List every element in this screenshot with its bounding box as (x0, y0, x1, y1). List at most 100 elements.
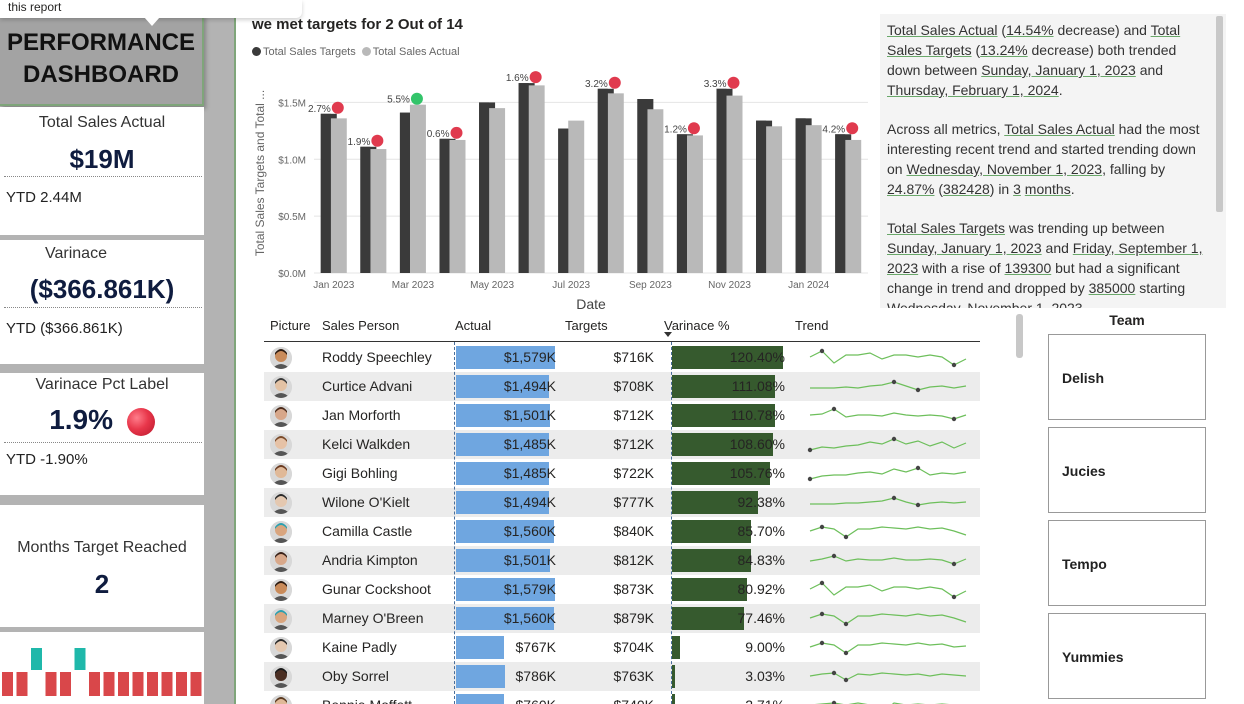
table-row[interactable]: Gunar Cockshoot $1,579K $873K 80.92% (264, 575, 980, 604)
table-row[interactable]: Curtice Advani $1,494K $708K 111.08% (264, 372, 980, 401)
data-label: 3.3% (704, 79, 727, 90)
data-label: 0.6% (427, 129, 450, 140)
target-value: $740K (614, 697, 654, 704)
trend-sparkline (809, 640, 967, 656)
bar-actual[interactable] (726, 95, 743, 273)
variance-pct-value: 80.92% (737, 581, 785, 597)
table-row[interactable]: Camilla Castle $1,560K $840K 85.70% (264, 517, 980, 546)
trend-sparkline (807, 436, 967, 453)
column-header-targets[interactable]: Targets (565, 318, 608, 333)
actual-value: $1,560K (503, 610, 556, 626)
bar-actual[interactable] (449, 139, 466, 273)
variance-data-bar (672, 694, 675, 704)
table-row[interactable]: Roddy Speechley $1,579K $716K 120.40% (264, 343, 980, 372)
column-header-variance-pct[interactable]: Varinace % (664, 318, 730, 333)
avatar-icon (270, 666, 292, 688)
kpi-card-total-sales[interactable]: Total Sales Actual $19M YTD 2.44M (0, 107, 204, 235)
x-axis-title: Date (576, 296, 606, 312)
tooltip-pointer (144, 17, 160, 26)
sales-person-name: Jan Morforth (322, 407, 401, 423)
column-header-actual[interactable]: Actual (455, 318, 492, 333)
sparkline-path (809, 408, 967, 420)
table-row[interactable]: Marney O'Breen $1,560K $879K 77.46% (264, 604, 980, 633)
data-label: 1.9% (348, 137, 371, 148)
sparkline-marker (915, 465, 921, 471)
sparkline-marker (831, 700, 837, 704)
bar-actual[interactable] (607, 93, 624, 274)
team-slicer-title: Team (1109, 312, 1145, 328)
x-tick-label: Jul 2023 (552, 280, 590, 291)
sparkline-marker (891, 379, 897, 385)
smart-narrative-panel[interactable]: Total Sales Actual (14.54% decrease) and… (880, 14, 1226, 308)
variance-pct-value: 110.78% (730, 407, 785, 423)
table-row[interactable]: Oby Sorrel $786K $763K 3.03% (264, 662, 980, 691)
kpi-card-months-reached[interactable]: Months Target Reached 2 (0, 505, 204, 627)
actual-data-bar (456, 549, 550, 572)
team-option-delish[interactable]: Delish (1048, 334, 1206, 420)
bar-actual[interactable] (568, 120, 585, 273)
table-row[interactable]: Jan Morforth $1,501K $712K 110.78% (264, 401, 980, 430)
variance-data-bar (672, 549, 751, 572)
sales-person-name: Andria Kimpton (322, 552, 418, 568)
team-option-yummies[interactable]: Yummies (1048, 613, 1206, 699)
bar-actual[interactable] (845, 139, 862, 273)
target-value: $722K (613, 465, 654, 481)
legend-item-actual[interactable]: Total Sales Actual (361, 46, 460, 58)
bar-actual[interactable] (686, 135, 703, 273)
variance-data-bar (672, 578, 747, 601)
variance-data-bar (672, 636, 681, 659)
variance-pct-value: 92.38% (737, 494, 785, 510)
table-scrollbar[interactable] (1016, 314, 1023, 358)
legend-item-targets[interactable]: Total Sales Targets (252, 46, 356, 58)
table-row[interactable]: Wilone O'Kielt $1,494K $777K 92.38% (264, 488, 980, 517)
target-value: $777K (613, 494, 654, 510)
target-value: $763K (613, 668, 654, 684)
sales-bar-chart[interactable]: $0.0M $0.5M $1.0M $1.5M Total Sales Targets … (240, 62, 872, 314)
bar-actual[interactable] (330, 118, 347, 273)
team-option-jucies[interactable]: Jucies (1048, 427, 1206, 513)
bar-actual[interactable] (805, 125, 822, 273)
column-header-trend[interactable]: Trend (795, 318, 829, 333)
sparkline-marker (843, 534, 849, 540)
actual-data-bar (456, 346, 555, 369)
narrative-text: Total Sales Actual (14.54% decrease) and… (887, 20, 1207, 308)
bar-targets-front (716, 88, 727, 273)
sparkline-marker (819, 640, 825, 646)
table-row[interactable]: Kelci Walkden $1,485K $712K 108.60% (264, 430, 980, 459)
table-row[interactable]: Andria Kimpton $1,501K $812K 84.83% (264, 546, 980, 575)
kpi-card-variance[interactable]: Varinace ($366.861K) YTD ($366.861K) (0, 240, 204, 364)
bar-actual[interactable] (528, 85, 545, 273)
bar-actual[interactable] (647, 109, 664, 273)
x-tick-label: May 2023 (470, 280, 514, 291)
team-option-tempo[interactable]: Tempo (1048, 520, 1206, 606)
bar-actual[interactable] (370, 149, 387, 273)
target-missed-dot-icon (727, 76, 740, 89)
bar-targets-front (756, 120, 767, 273)
bar-actual[interactable] (409, 104, 426, 274)
actual-value: $767K (515, 639, 556, 655)
x-tick-label: Sep 2023 (629, 280, 672, 291)
variance-data-bar (672, 607, 744, 630)
kpi-card-variance-pct[interactable]: Varinace Pct Label 1.9% YTD -1.90% (0, 373, 204, 495)
month-miss-bar (132, 672, 144, 696)
sparkline-marker (819, 580, 825, 586)
bar-actual[interactable] (489, 108, 506, 273)
trend-sparkline (807, 465, 967, 482)
month-hit-bar (31, 648, 42, 670)
avatar-icon (270, 405, 292, 427)
table-row[interactable]: Bennie Moffett $760K $740K 2.71% (264, 691, 980, 704)
narrative-paragraph: Total Sales Targets was trending up betw… (887, 220, 1203, 308)
column-header-picture[interactable]: Picture (270, 318, 311, 333)
x-tick-label: Mar 2023 (392, 280, 435, 291)
y-tick-label: $0.5M (278, 212, 306, 223)
avatar-icon (270, 521, 292, 543)
bar-actual[interactable] (766, 126, 783, 274)
narrative-scrollbar[interactable] (1216, 16, 1223, 212)
actual-data-bar (456, 520, 554, 543)
variance-data-bar (672, 491, 758, 514)
column-header-sales-person[interactable]: Sales Person (322, 318, 400, 333)
table-row[interactable]: Gigi Bohling $1,485K $722K 105.76% (264, 459, 980, 488)
variance-data-bar (672, 346, 784, 369)
table-row[interactable]: Kaine Padly $767K $704K 9.00% (264, 633, 980, 662)
month-miss-bar (176, 672, 187, 696)
